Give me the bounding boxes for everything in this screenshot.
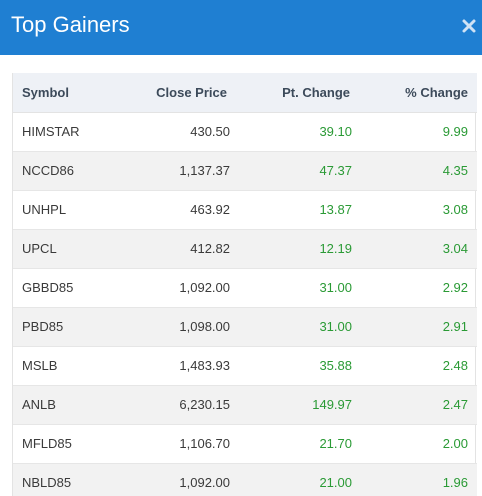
table-row[interactable]: NBLD85 1,092.00 21.00 1.96 [13,463,477,496]
symbol-cell[interactable]: NBLD85 [13,463,123,496]
symbol-cell[interactable]: GBBD85 [13,268,123,308]
pct-change-cell: 2.92 [356,268,477,308]
close-icon [462,19,476,33]
symbol-cell[interactable]: UNHPL [13,190,123,230]
table-row[interactable]: UNHPL 463.92 13.87 3.08 [13,190,477,230]
table-row[interactable]: GBBD85 1,092.00 31.00 2.92 [13,268,477,308]
symbol-cell[interactable]: HIMSTAR [13,112,123,152]
pct-change-cell: 9.99 [356,112,477,152]
pct-change-cell: 1.96 [356,463,477,496]
symbol-cell[interactable]: PBD85 [13,307,123,347]
close-price-cell: 1,106.70 [123,424,236,464]
pct-change-cell: 2.48 [356,346,477,386]
table-row[interactable]: MSLB 1,483.93 35.88 2.48 [13,346,477,386]
table-row[interactable]: MFLD85 1,106.70 21.70 2.00 [13,424,477,464]
pt-change-cell: 149.97 [236,385,356,425]
top-gainers-table: Symbol Close Price Pt. Change % Change H… [12,73,477,496]
table-row[interactable]: ANLB 6,230.15 149.97 2.47 [13,385,477,425]
symbol-cell[interactable]: MSLB [13,346,123,386]
pt-change-cell: 12.19 [236,229,356,269]
pt-change-cell: 35.88 [236,346,356,386]
close-price-cell: 1,137.37 [123,151,236,191]
pt-change-cell: 21.00 [236,463,356,496]
close-price-cell: 6,230.15 [123,385,236,425]
close-price-cell: 1,483.93 [123,346,236,386]
pt-change-cell: 31.00 [236,307,356,347]
close-button[interactable] [458,15,480,37]
pt-change-cell: 39.10 [236,112,356,152]
symbol-cell[interactable]: UPCL [13,229,123,269]
pt-change-cell: 31.00 [236,268,356,308]
column-header-pt-change[interactable]: Pt. Change [236,73,356,113]
close-price-cell: 463.92 [123,190,236,230]
pct-change-cell: 2.00 [356,424,477,464]
modal-header: Top Gainers [0,0,482,55]
pct-change-cell: 2.91 [356,307,477,347]
table-row[interactable]: NCCD86 1,137.37 47.37 4.35 [13,151,477,191]
pct-change-cell: 3.04 [356,229,477,269]
pt-change-cell: 21.70 [236,424,356,464]
column-header-pct-change[interactable]: % Change [356,73,477,113]
symbol-cell[interactable]: NCCD86 [13,151,123,191]
close-price-cell: 412.82 [123,229,236,269]
symbol-cell[interactable]: MFLD85 [13,424,123,464]
close-price-cell: 1,092.00 [123,463,236,496]
symbol-cell[interactable]: ANLB [13,385,123,425]
close-price-cell: 1,098.00 [123,307,236,347]
column-header-close-price[interactable]: Close Price [123,73,236,113]
pt-change-cell: 47.37 [236,151,356,191]
close-price-cell: 430.50 [123,112,236,152]
pct-change-cell: 3.08 [356,190,477,230]
pt-change-cell: 13.87 [236,190,356,230]
table-row[interactable]: PBD85 1,098.00 31.00 2.91 [13,307,477,347]
modal-title: Top Gainers [11,12,130,37]
table-row[interactable]: UPCL 412.82 12.19 3.04 [13,229,477,269]
pct-change-cell: 4.35 [356,151,477,191]
table-header-row: Symbol Close Price Pt. Change % Change [13,73,477,113]
table-row[interactable]: HIMSTAR 430.50 39.10 9.99 [13,112,477,152]
column-header-symbol[interactable]: Symbol [13,73,123,113]
close-price-cell: 1,092.00 [123,268,236,308]
pct-change-cell: 2.47 [356,385,477,425]
